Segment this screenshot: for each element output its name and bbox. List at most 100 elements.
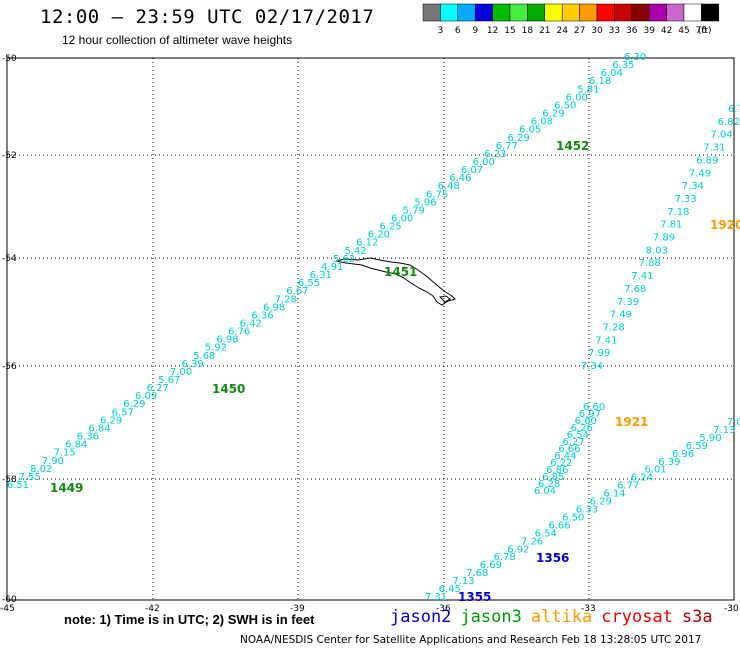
swh-value: 7.18 [667, 207, 689, 218]
swh-value: 6.05 [519, 125, 541, 136]
swh-value: 6.48 [438, 181, 460, 192]
lat-label: -58 [2, 475, 17, 485]
swh-value: 6.44 [554, 451, 576, 462]
swh-value: 5.42 [344, 246, 366, 257]
swh-value: 6.29 [123, 399, 145, 410]
swh-value: 7.41 [631, 271, 653, 282]
lon-label: -33 [581, 604, 596, 614]
swh-value: 5.96 [414, 197, 436, 208]
swh-value: 6.29 [590, 497, 612, 508]
map-frame [6, 57, 735, 601]
swh-value: 6.00 [473, 157, 495, 168]
swh-value: 6.09 [135, 391, 157, 402]
swh-value: 6.77 [496, 141, 518, 152]
swh-value: 6.14 [603, 489, 625, 500]
swh-value: 6.04 [601, 68, 623, 79]
lon-label: -36 [436, 604, 451, 614]
swh-value: 6.26 [571, 423, 593, 434]
swh-value: 6.18 [589, 76, 611, 87]
swh-value: 6.33 [576, 505, 598, 516]
swh-value: 7.26 [521, 536, 543, 547]
pass-label: 1355 [458, 590, 491, 604]
swh-value: 7.28 [602, 322, 624, 333]
mission-altika: altika [530, 607, 593, 627]
color-scale-label: 27 [574, 26, 585, 36]
lat-label: -52 [2, 151, 17, 161]
swh-value: 7.49 [689, 168, 711, 179]
swh-value: 7.90 [42, 456, 64, 467]
swh-value: 6.78 [493, 552, 515, 563]
color-scale-label: 33 [609, 26, 620, 36]
swh-value: 6.97 [579, 409, 601, 420]
color-scale-label: 36 [626, 26, 638, 36]
pass-label: 1920 [710, 218, 740, 232]
swh-tracks: 6.517.558.027.907.156.846.366.846.296.57… [7, 52, 740, 603]
swh-value: 6.36 [251, 310, 273, 321]
swh-value: 6.75 [426, 189, 448, 200]
swh-value: 6.84 [88, 424, 110, 435]
color-scale-label: 45 [678, 26, 689, 36]
swh-value: 6.22 [550, 458, 572, 469]
pass-label: 1451 [384, 265, 417, 279]
swh-value: 6.24 [631, 473, 653, 484]
swh-value: 6.50 [562, 513, 584, 524]
mission-jason2: jason2 [390, 607, 452, 627]
swh-value: 5.90 [699, 433, 721, 444]
credit-line: NOAA/NESDIS Center for Satellite Applica… [240, 634, 702, 646]
clerke-rocks [438, 295, 451, 303]
color-scale-label: 9 [472, 26, 478, 36]
swh-value: 7.13 [452, 576, 474, 587]
swh-value: 6.42 [240, 319, 262, 330]
color-scale-label: 21 [539, 26, 550, 36]
swh-value: 6.04 [534, 486, 556, 497]
lon-label: -45 [0, 604, 15, 614]
swh-value: 6.27 [562, 437, 584, 448]
swh-value: 6.28 [538, 479, 560, 490]
pass-labels: 1449 1450 1451 1452 1920 1921 1356 1355 [50, 139, 740, 604]
swh-value: 6.29 [507, 133, 529, 144]
swh-value: 5.62 [333, 254, 355, 265]
swh-value: 6.36 [77, 432, 99, 443]
swh-value: 6.12 [356, 238, 378, 249]
swh-value: 7.55 [18, 472, 40, 483]
swh-value: 6.55 [298, 278, 320, 289]
swh-value: 6.25 [379, 222, 401, 233]
swh-value: 6.23 [484, 149, 506, 160]
color-scale-label: 15 [504, 26, 515, 36]
map-grid [7, 58, 734, 600]
lon-label: -30 [724, 604, 739, 614]
swh-value: 7.34 [682, 181, 704, 192]
swh-value: 6.07 [461, 165, 483, 176]
swh-value: 6.82 [718, 117, 740, 128]
swh-value: 6.86 [546, 465, 568, 476]
swh-value: 4.91 [321, 262, 343, 273]
lat-label: -56 [2, 362, 17, 372]
swh-value: 7.39 [617, 297, 639, 308]
pass-label: 1450 [212, 382, 245, 396]
swh-value: 6.46 [449, 173, 471, 184]
swh-value: 6.98 [216, 335, 238, 346]
swh-value: 7.88 [638, 258, 660, 269]
swh-value: 7.89 [653, 233, 675, 244]
color-scale-label: 3 [438, 26, 444, 36]
map-subtitle: 12 hour collection of altimeter wave hei… [62, 33, 293, 47]
color-scale-label: 12 [487, 26, 498, 36]
swh-value: 7.00 [170, 367, 192, 378]
swh-value: 5.79 [403, 205, 425, 216]
color-scale-label: 30 [591, 26, 603, 36]
south-georgia-island [335, 257, 456, 306]
swh-value: 6.89 [696, 155, 718, 166]
swh-value: 7.15 [53, 448, 75, 459]
swh-value: 5.81 [577, 84, 599, 95]
mission-legend: jason2 jason3 altika cryosat s3a [390, 607, 722, 627]
lat-label: -60 [2, 595, 17, 605]
pass-label: 1449 [50, 481, 83, 495]
color-scale-label: 18 [522, 26, 534, 36]
swh-value: 7.49 [610, 310, 632, 321]
swh-value: 7.41 [595, 335, 617, 346]
swh-value: 6.92 [507, 544, 529, 555]
swh-value: 6.27 [147, 383, 169, 394]
color-scale-label: 24 [556, 26, 568, 36]
color-swatch [701, 3, 720, 22]
footer-note: note: 1) Time is in UTC; 2) SWH is in fe… [64, 612, 315, 627]
